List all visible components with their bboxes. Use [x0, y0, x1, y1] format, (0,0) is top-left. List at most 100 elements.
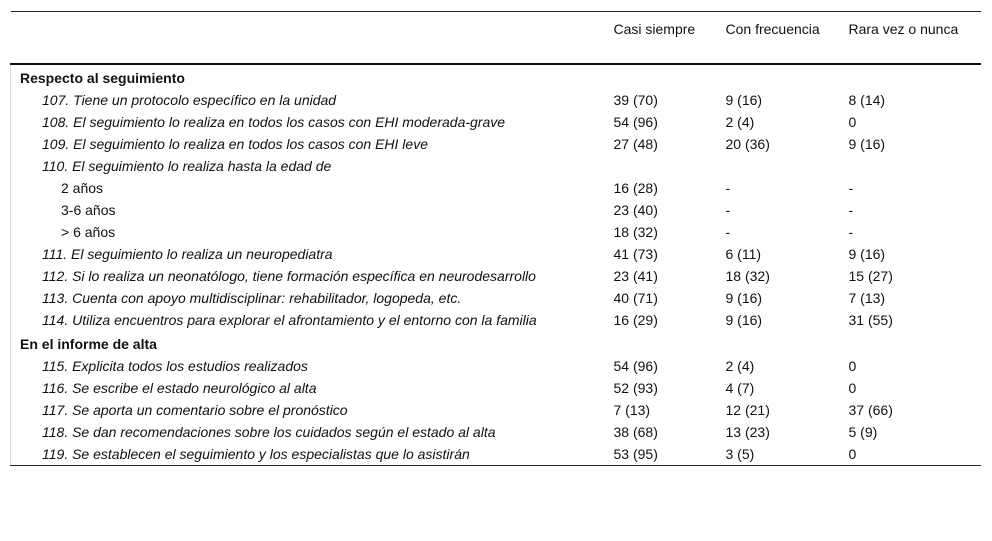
section-row: Respecto al seguimiento [11, 64, 981, 89]
value-rara-vez: - [848, 224, 854, 240]
row-label: > 6 años [61, 224, 116, 240]
table-row: 119. Se establecen el seguimiento y los … [10, 443, 981, 466]
value-casi-siempre: 54 (96) [613, 114, 658, 130]
value-casi-siempre: 52 (93) [613, 380, 658, 396]
value-casi-siempre: 38 (68) [613, 424, 658, 440]
value-rara-vez: 0 [848, 380, 857, 396]
value-casi-siempre: 27 (48) [613, 136, 658, 152]
value-casi-siempre [610, 155, 722, 177]
value-rara-vez: - [848, 180, 854, 196]
value-rara-vez: 5 (9) [848, 424, 878, 440]
row-label-text: 116. Se escribe el estado neurológico al… [42, 380, 317, 396]
row-label-text: 107. Tiene un protocolo específico en la… [42, 92, 337, 108]
value-con-frecuencia: 2 (4) [725, 358, 755, 374]
value-casi-siempre: 23 (40) [613, 202, 658, 218]
row-label: 108. El seguimiento lo realiza en todos … [11, 111, 610, 133]
value-con-frecuencia: 2 (4) [725, 114, 755, 130]
value-con-frecuencia: 12 (21) [725, 402, 770, 418]
row-label-text: 117. Se aporta un comentario sobre el pr… [42, 402, 348, 418]
row-label: 111. El seguimiento lo realiza un neurop… [11, 243, 610, 265]
value-rara-vez: 31 (55) [848, 312, 893, 328]
row-label: 3-6 años [61, 202, 116, 218]
value-rara-vez: 0 [844, 443, 981, 466]
value-casi-siempre: 41 (73) [613, 246, 658, 262]
value-casi-siempre: 7 (13) [613, 402, 651, 418]
row-label: 110. El seguimiento lo realiza hasta la … [11, 155, 610, 177]
value-con-frecuencia: 9 (16) [725, 312, 763, 328]
value-rara-vez: - [848, 202, 854, 218]
row-label-text: 109. El seguimiento lo realiza en todos … [42, 136, 428, 152]
value-casi-siempre: 16 (28) [613, 180, 658, 196]
value-con-frecuencia [722, 155, 845, 177]
header-row: Casi siempre Con frecuencia Rara vez o n… [10, 11, 981, 65]
row-label-text: 114. Utiliza encuentros para explorar el… [42, 312, 537, 328]
header-con-frecuencia: Con frecuencia [725, 21, 820, 37]
header-item [11, 12, 610, 65]
row-label: 114. Utiliza encuentros para explorar el… [11, 309, 610, 331]
row-label-text: 115. Explicita todos los estudios realiz… [42, 358, 308, 374]
value-con-frecuencia: 13 (23) [725, 424, 770, 440]
row-label: 109. El seguimiento lo realiza en todos … [11, 133, 610, 155]
row-label: 119. Se establecen el seguimiento y los … [10, 443, 610, 466]
value-rara-vez: 37 (66) [848, 402, 893, 418]
value-rara-vez: 8 (14) [848, 92, 886, 108]
row-label-text: 111. El seguimiento lo realiza un neurop… [42, 246, 333, 262]
table-row: 110. El seguimiento lo realiza hasta la … [11, 155, 981, 177]
row-label-text: 112. Si lo realiza un neonatólogo, tiene… [42, 268, 536, 284]
section-row: En el informe de alta [11, 331, 981, 355]
table-row: 3-6 años 23 (40) - - [11, 199, 981, 221]
table-row: 115. Explicita todos los estudios realiz… [11, 355, 981, 377]
row-label: 118. Se dan recomendaciones sobre los cu… [11, 421, 610, 443]
table-row: 111. El seguimiento lo realiza un neurop… [11, 243, 981, 265]
value-con-frecuencia: - [725, 202, 731, 218]
value-rara-vez: 0 [848, 358, 857, 374]
table-row: 109. El seguimiento lo realiza en todos … [11, 133, 981, 155]
value-rara-vez [845, 155, 981, 177]
table-row: 112. Si lo realiza un neonatólogo, tiene… [11, 265, 981, 287]
row-label: 116. Se escribe el estado neurológico al… [11, 377, 610, 399]
table-row: > 6 años 18 (32) - - [11, 221, 981, 243]
value-con-frecuencia: 20 (36) [725, 136, 770, 152]
value-con-frecuencia: 9 (16) [725, 92, 763, 108]
table-row: 113. Cuenta con apoyo multidisciplinar: … [11, 287, 981, 309]
table-row: 107. Tiene un protocolo específico en la… [11, 89, 981, 111]
value-casi-siempre: 16 (29) [613, 312, 658, 328]
table-row: 2 años 16 (28) - - [11, 177, 981, 199]
value-casi-siempre: 53 (95) [609, 443, 722, 466]
row-label: 113. Cuenta con apoyo multidisciplinar: … [11, 287, 610, 309]
table-row: 118. Se dan recomendaciones sobre los cu… [11, 421, 981, 443]
value-con-frecuencia: 18 (32) [725, 268, 770, 284]
value-con-frecuencia: 3 (5) [721, 443, 845, 466]
row-label: 107. Tiene un protocolo específico en la… [11, 89, 610, 111]
row-label-text: 108. El seguimiento lo realiza en todos … [42, 114, 506, 130]
table-row: 116. Se escribe el estado neurológico al… [11, 377, 981, 399]
value-con-frecuencia: 6 (11) [725, 246, 762, 262]
value-rara-vez: 15 (27) [848, 268, 893, 284]
value-con-frecuencia: 4 (7) [725, 380, 755, 396]
row-label: 117. Se aporta un comentario sobre el pr… [11, 399, 610, 421]
table-row: 114. Utiliza encuentros para explorar el… [11, 309, 981, 331]
header-casi-siempre: Casi siempre [613, 21, 696, 37]
table-row: 108. El seguimiento lo realiza en todos … [11, 111, 981, 133]
row-label: 2 años [61, 180, 104, 196]
header-rara-vez: Rara vez o nunca [848, 21, 959, 37]
value-rara-vez: 9 (16) [848, 136, 886, 152]
table-row: 117. Se aporta un comentario sobre el pr… [11, 399, 981, 421]
value-con-frecuencia: - [725, 224, 731, 240]
row-label-text: 113. Cuenta con apoyo multidisciplinar: … [42, 290, 462, 306]
row-label-text: 119. Se establecen el seguimiento y los … [42, 446, 470, 462]
section-heading: Respecto al seguimiento [20, 70, 185, 86]
value-con-frecuencia: - [725, 180, 731, 196]
value-rara-vez: 0 [848, 114, 857, 130]
row-label: 112. Si lo realiza un neonatólogo, tiene… [11, 265, 610, 287]
value-rara-vez: 9 (16) [848, 246, 886, 262]
value-casi-siempre: 54 (96) [613, 358, 658, 374]
value-con-frecuencia: 9 (16) [725, 290, 763, 306]
value-casi-siempre: 23 (41) [613, 268, 658, 284]
value-casi-siempre: 39 (70) [613, 92, 658, 108]
row-label-text: 110. El seguimiento lo realiza hasta la … [42, 158, 332, 174]
results-table: Casi siempre Con frecuencia Rara vez o n… [10, 11, 981, 466]
value-casi-siempre: 40 (71) [613, 290, 658, 306]
row-label-text: 118. Se dan recomendaciones sobre los cu… [42, 424, 496, 440]
row-label: 115. Explicita todos los estudios realiz… [11, 355, 610, 377]
